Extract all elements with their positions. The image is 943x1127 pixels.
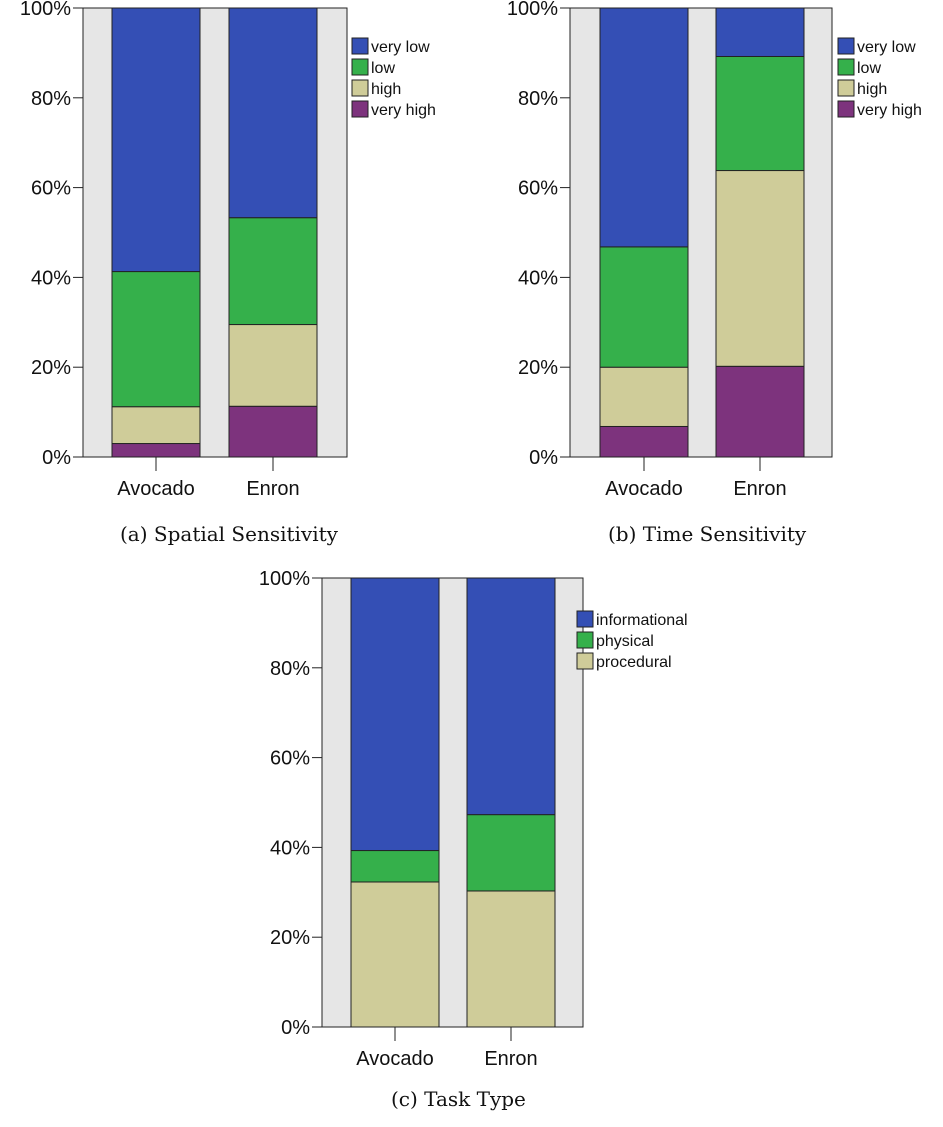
bar-segment-avocado-very-low <box>599 7 689 248</box>
x-tick-label-avocado: Avocado <box>356 1048 433 1070</box>
bar-segment-avocado-very-low <box>111 7 201 273</box>
legend-swatch-very-high <box>351 100 369 118</box>
legend-label-very-high: very high <box>371 102 436 119</box>
legend-label-informational: informational <box>596 612 688 629</box>
bar-segment-enron-very-high <box>228 405 318 458</box>
x-tick-label-enron: Enron <box>484 1048 537 1070</box>
legend-swatch-very-low <box>351 37 369 55</box>
bar-segment-enron-very-high <box>715 365 805 458</box>
legend-swatch-low <box>351 58 369 76</box>
chart-spatial-sensitivity-svg: 0% 20% 40% 60% 80% 100% Avocado Enron very low lo… <box>20 0 436 500</box>
legend-swatch-high <box>837 79 855 97</box>
bar-segment-avocado-high <box>599 366 689 427</box>
bar-segment-enron-high <box>715 170 805 367</box>
bar-segment-avocado-physical <box>350 850 440 883</box>
legend-swatch-procedural <box>576 652 594 670</box>
legend-label-very-low: very low <box>371 39 430 56</box>
legend-label-low: low <box>857 60 881 77</box>
y-tick-label: 60% <box>518 178 558 200</box>
bar-segment-enron-low <box>715 55 805 172</box>
x-tick-label-enron: Enron <box>733 478 786 500</box>
chart-time-sensitivity: 0% 20% 40% 60% 80% 100% Avocado Enron very low lo… <box>486 0 943 510</box>
bar-segment-enron-procedural <box>466 890 556 1028</box>
caption-time-sensitivity: (b) Time Sensitivity <box>608 522 807 546</box>
y-tick-label: 60% <box>270 748 310 770</box>
chart-time-sensitivity-svg: 0% 20% 40% 60% 80% 100% Avocado Enron very low lo… <box>507 0 922 500</box>
caption-task-type: (c) Task Type <box>391 1087 526 1111</box>
x-tick-label-avocado: Avocado <box>117 478 194 500</box>
bar-segment-enron-very-low <box>228 7 318 219</box>
legend-label-high: high <box>371 81 401 98</box>
bar-segment-enron-physical <box>466 814 556 892</box>
chart-task-type: 0% 20% 40% 60% 80% 100% Avocado Enron informatio… <box>238 570 738 1080</box>
y-tick-label: 0% <box>42 447 71 469</box>
legend-swatch-very-high <box>837 100 855 118</box>
y-tick-label: 80% <box>270 658 310 680</box>
y-tick-label: 20% <box>270 927 310 949</box>
chart-task-type-svg: 0% 20% 40% 60% 80% 100% Avocado Enron informatio… <box>259 570 688 1070</box>
legend-label-procedural: procedural <box>596 654 672 671</box>
y-tick-label: 60% <box>31 178 71 200</box>
legend-swatch-high <box>351 79 369 97</box>
bar-segment-avocado-high <box>111 406 201 445</box>
y-tick-label: 100% <box>259 570 310 590</box>
x-tick-label-enron: Enron <box>246 478 299 500</box>
legend-label-physical: physical <box>596 633 654 650</box>
y-tick-label: 40% <box>518 267 558 289</box>
x-tick-label-avocado: Avocado <box>605 478 682 500</box>
legend-swatch-physical <box>576 631 594 649</box>
bar-segment-avocado-low <box>599 246 689 368</box>
bar-segment-enron-informational <box>466 577 556 816</box>
legend-swatch-low <box>837 58 855 76</box>
legend-swatch-very-low <box>837 37 855 55</box>
y-tick-label: 40% <box>31 267 71 289</box>
y-tick-label: 20% <box>31 357 71 379</box>
chart-spatial-sensitivity: 0% 20% 40% 60% 80% 100% Avocado Enron very low lo… <box>0 0 480 510</box>
bar-segment-avocado-low <box>111 271 201 408</box>
y-tick-label: 0% <box>529 447 558 469</box>
bar-segment-avocado-very-high <box>599 425 689 458</box>
legend-label-very-high: very high <box>857 102 922 119</box>
legend-swatch-informational <box>576 610 594 628</box>
bar-segment-avocado-procedural <box>350 881 440 1028</box>
y-tick-label: 0% <box>281 1017 310 1039</box>
y-tick-label: 20% <box>518 357 558 379</box>
y-tick-label: 80% <box>31 88 71 110</box>
y-tick-label: 100% <box>507 0 558 20</box>
bar-segment-enron-high <box>228 324 318 407</box>
y-tick-label: 40% <box>270 837 310 859</box>
bar-segment-avocado-informational <box>350 577 440 852</box>
y-tick-label: 100% <box>20 0 71 20</box>
caption-spatial-sensitivity: (a) Spatial Sensitivity <box>120 522 338 546</box>
bar-segment-enron-low <box>228 217 318 326</box>
legend-label-high: high <box>857 81 887 98</box>
legend-label-low: low <box>371 60 395 77</box>
legend-label-very-low: very low <box>857 39 916 56</box>
bar-segment-enron-very-low <box>715 7 805 57</box>
bar-segment-avocado-very-high <box>111 443 201 458</box>
y-tick-label: 80% <box>518 88 558 110</box>
